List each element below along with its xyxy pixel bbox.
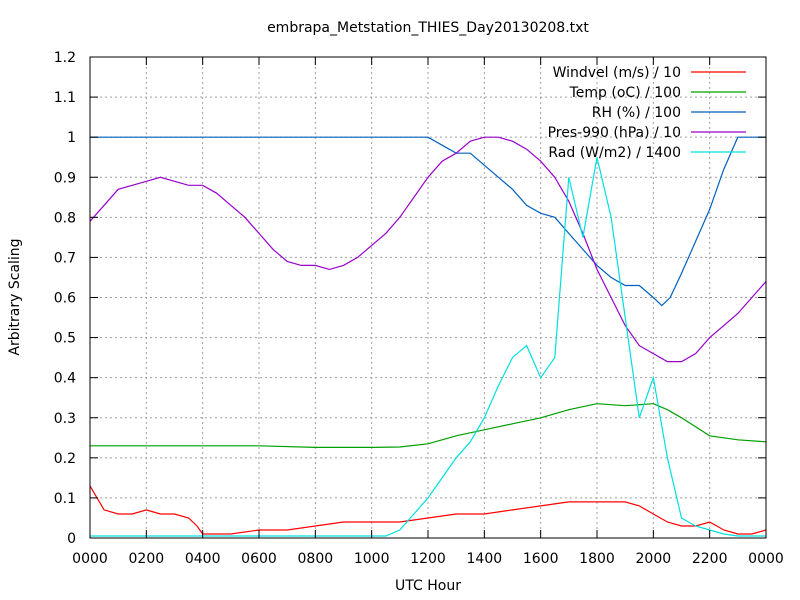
x-tick-label: 0600 <box>241 551 277 567</box>
y-tick-label: 0.6 <box>54 291 76 307</box>
x-tick-label: 0000 <box>748 551 784 567</box>
legend-label: Pres-990 (hPa) / 10 <box>548 125 681 141</box>
x-tick-label: 1600 <box>523 551 559 567</box>
x-tick-label: 1400 <box>467 551 503 567</box>
x-tick-label: 0200 <box>129 551 165 567</box>
y-tick-label: 0.3 <box>54 411 76 427</box>
x-tick-label: 1000 <box>354 551 390 567</box>
tick-labels: 0 0.1 0.2 0.3 0.4 0.5 0.6 0.7 0.8 0.9 1 1.1 1.2 0000 0… <box>54 50 784 567</box>
y-tick-label: 0.7 <box>54 250 76 266</box>
chart-title: embrapa_Metstation_THIES_Day20130208.txt <box>267 20 589 36</box>
y-tick-label: 0.8 <box>54 210 76 226</box>
series-line-3 <box>90 136 766 307</box>
series-layer <box>89 136 767 537</box>
legend: Windvel (m/s) / 10 Temp (oC) / 100 RH (%) … <box>548 65 746 161</box>
series-line-1 <box>89 485 767 535</box>
legend-label: Rad (W/m2) / 1400 <box>548 145 681 161</box>
y-tick-label: 0.9 <box>54 170 76 186</box>
x-tick-label: 2000 <box>636 551 672 567</box>
y-tick-label: 0.2 <box>54 451 76 467</box>
x-tick-label: 1200 <box>410 551 446 567</box>
legend-label: Windvel (m/s) / 10 <box>553 65 681 81</box>
x-tick-label: 2200 <box>692 551 728 567</box>
legend-label: Temp (oC) / 100 <box>569 85 681 101</box>
y-tick-label: 0.1 <box>54 491 76 507</box>
x-axis-label: UTC Hour <box>395 578 461 594</box>
x-tick-label: 1800 <box>579 551 615 567</box>
y-tick-label: 0.5 <box>54 331 76 347</box>
legend-label: RH (%) / 100 <box>592 105 681 121</box>
y-axis-label: Arbitrary Scaling <box>7 238 23 355</box>
tick-layer <box>89 56 767 539</box>
x-tick-label: 0000 <box>72 551 108 567</box>
y-tick-label: 1.1 <box>54 90 76 106</box>
y-tick-label: 0.4 <box>54 371 76 387</box>
series-line-5 <box>90 157 766 537</box>
series-line-2 <box>90 403 767 448</box>
x-tick-label: 0800 <box>298 551 334 567</box>
y-tick-label: 1 <box>67 130 76 146</box>
y-tick-label: 1.2 <box>54 50 76 66</box>
y-tick-label: 0 <box>67 531 76 547</box>
series-line-4 <box>89 136 767 363</box>
x-tick-label: 0400 <box>185 551 221 567</box>
